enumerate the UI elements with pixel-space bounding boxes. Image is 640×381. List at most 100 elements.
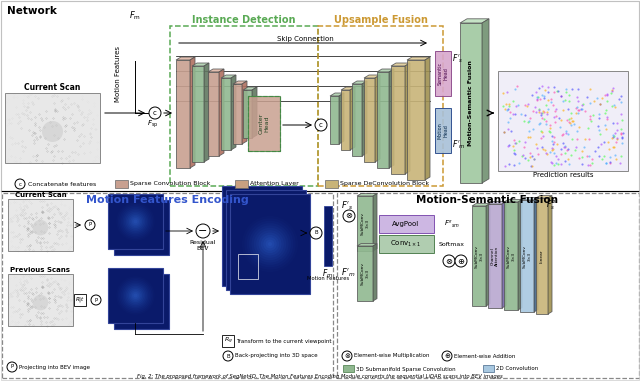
Point — [511, 103, 521, 109]
Circle shape — [127, 287, 144, 304]
Point — [595, 101, 605, 107]
Point — [543, 97, 553, 103]
Point — [523, 157, 533, 163]
Point — [583, 125, 593, 131]
Point — [599, 139, 609, 145]
Circle shape — [310, 227, 322, 239]
Point — [584, 136, 595, 142]
Polygon shape — [375, 75, 380, 162]
Bar — [483, 365, 494, 372]
Point — [508, 98, 518, 104]
Point — [539, 93, 549, 99]
Point — [517, 153, 527, 159]
Point — [538, 133, 548, 139]
Point — [616, 93, 626, 99]
Polygon shape — [208, 69, 224, 72]
Point — [531, 109, 541, 115]
Point — [534, 109, 544, 115]
Point — [533, 94, 543, 100]
Point — [529, 104, 540, 110]
Point — [504, 161, 514, 167]
Circle shape — [455, 255, 467, 267]
Point — [536, 112, 546, 118]
Point — [601, 160, 611, 166]
Point — [502, 119, 513, 125]
Point — [513, 102, 524, 109]
Point — [594, 115, 604, 121]
Circle shape — [136, 223, 147, 233]
Point — [520, 102, 530, 108]
Point — [573, 110, 584, 116]
Point — [604, 146, 614, 152]
Point — [527, 162, 537, 168]
Point — [504, 101, 515, 107]
Point — [614, 96, 624, 102]
Polygon shape — [377, 72, 389, 168]
Point — [536, 110, 547, 116]
Point — [511, 140, 521, 146]
Point — [611, 156, 621, 162]
Point — [601, 126, 611, 132]
Polygon shape — [504, 202, 518, 310]
Circle shape — [250, 224, 273, 247]
Circle shape — [132, 218, 139, 225]
Point — [616, 134, 627, 141]
Circle shape — [248, 222, 276, 250]
Circle shape — [132, 292, 139, 299]
Point — [512, 83, 522, 90]
Point — [525, 115, 535, 121]
Bar — [226, 190, 306, 290]
Point — [551, 106, 561, 112]
Point — [561, 128, 571, 134]
Text: Network: Network — [7, 6, 57, 16]
Point — [505, 115, 515, 121]
Point — [536, 110, 546, 116]
Polygon shape — [221, 75, 236, 78]
Polygon shape — [341, 90, 350, 150]
Point — [558, 139, 568, 146]
Point — [577, 154, 588, 160]
Point — [499, 90, 509, 96]
Polygon shape — [520, 198, 538, 200]
Polygon shape — [377, 69, 394, 72]
Point — [564, 92, 575, 98]
Point — [579, 144, 589, 150]
Point — [510, 111, 520, 117]
Bar — [8, 199, 73, 251]
Bar — [5, 93, 100, 163]
Point — [509, 150, 519, 156]
Point — [532, 94, 542, 100]
Text: 2D Convolution: 2D Convolution — [496, 367, 538, 371]
Bar — [435, 51, 451, 96]
Polygon shape — [364, 78, 375, 162]
Point — [527, 92, 537, 98]
Point — [572, 144, 582, 150]
Point — [559, 150, 570, 156]
Polygon shape — [472, 206, 486, 306]
Point — [533, 151, 543, 157]
Point — [520, 112, 531, 118]
Text: c: c — [19, 181, 22, 187]
Circle shape — [133, 293, 150, 310]
Polygon shape — [407, 57, 430, 60]
Point — [567, 86, 577, 92]
Point — [538, 108, 548, 114]
Polygon shape — [486, 203, 490, 306]
Bar — [235, 180, 248, 188]
Circle shape — [255, 229, 278, 251]
Text: $F'_m$: $F'_m$ — [341, 267, 356, 279]
Point — [545, 99, 556, 106]
Point — [564, 98, 575, 104]
Point — [566, 118, 577, 124]
Point — [525, 134, 535, 140]
Point — [535, 96, 545, 102]
Text: SubMConv
3×3: SubMConv 3×3 — [475, 245, 483, 267]
Polygon shape — [219, 69, 224, 156]
Text: $R|t$: $R|t$ — [75, 296, 85, 304]
Point — [608, 144, 618, 150]
Circle shape — [223, 351, 233, 361]
Point — [608, 120, 618, 126]
Text: P: P — [88, 223, 92, 227]
Circle shape — [262, 235, 270, 244]
Point — [610, 130, 620, 136]
